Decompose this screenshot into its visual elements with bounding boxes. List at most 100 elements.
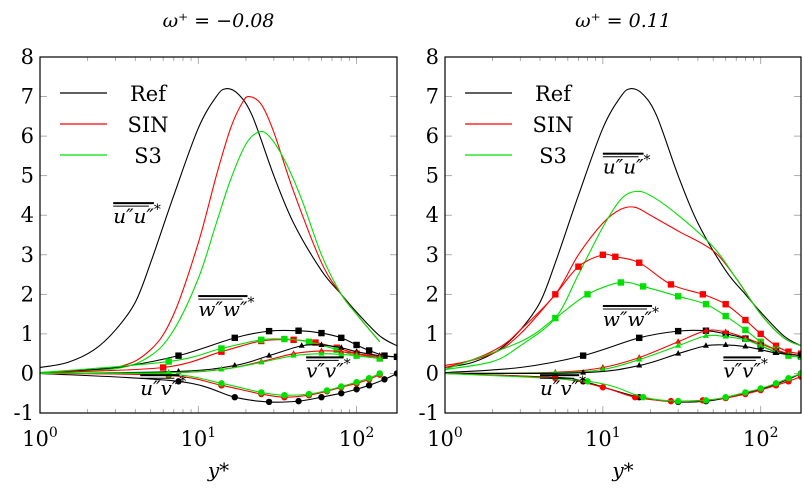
y-tick-label: 4 [426, 203, 439, 227]
series-sin-v-v--marker [338, 348, 345, 354]
series-s3-w-w--marker [584, 291, 591, 298]
annotation-text: v″v″ [723, 358, 761, 382]
series-ref-w-w--marker [338, 334, 345, 342]
series-sin-v-v--marker [318, 347, 325, 353]
curve-annotation: v″v″* [723, 356, 768, 382]
series-s3-v-v--marker [702, 332, 709, 338]
annotation-text: v″v″ [306, 358, 344, 382]
series-ref-v-v--marker [702, 342, 709, 348]
annotation-sup: * [579, 374, 586, 390]
x-tick-base: 10 [585, 427, 612, 451]
x-tick-base: 10 [743, 427, 770, 451]
series-sin-u-v--marker [599, 384, 607, 391]
plot-frame [39, 56, 398, 414]
series-s3-w-w--marker [552, 314, 559, 322]
x-tick-base: 10 [339, 427, 366, 451]
series-s3-v-v--marker [218, 365, 225, 372]
series-ref-v-v--line [40, 344, 397, 374]
annotation-text: u″v″ [540, 376, 580, 400]
series-s3-v-v--marker [338, 350, 345, 357]
legend-label: SIN [127, 113, 168, 137]
series-s3-w-w--marker [617, 279, 625, 286]
x-tick-label: 100 [22, 425, 58, 451]
x-tick-exponent: 1 [612, 425, 621, 441]
x-axis-label: y* [207, 458, 229, 482]
series-ref-u-v--marker [231, 393, 238, 401]
series-sin-u-u--line [40, 95, 381, 374]
y-tick-label: 2 [21, 282, 34, 306]
series-s3-u-v--marker [353, 378, 360, 386]
series-s3-w-w--marker [639, 283, 647, 290]
series-s3-w-w--marker [165, 358, 172, 365]
series-ref-w-w--marker [265, 327, 273, 335]
series-sin-w-w--marker [699, 291, 707, 298]
x-tick-base: 10 [22, 427, 49, 451]
chart-title: ω⁺ = −0.08 [163, 10, 275, 32]
series-s3-u-v--marker [323, 387, 331, 394]
annotation-sup: * [154, 202, 161, 218]
series-s3-u-u--line [445, 190, 801, 371]
annotation-sup: * [247, 295, 254, 311]
series-ref-v-v--marker [742, 343, 749, 349]
series-ref-v-v--marker [266, 352, 273, 358]
series-s3-v-v--marker [757, 342, 764, 348]
plot-area [445, 88, 801, 406]
y-tick-label: 5 [21, 164, 34, 188]
x-tick-label: 101 [180, 425, 216, 451]
y-tick-label: 3 [426, 243, 439, 267]
series-s3-u-v--marker [785, 374, 792, 382]
series-ref-w-w--marker [674, 327, 682, 335]
y-tick-label: 1 [426, 322, 439, 346]
annotation-text: u″u″ [113, 204, 154, 228]
series-ref-v-v--marker [773, 349, 780, 355]
series-s3-u-v--marker [365, 374, 373, 382]
series-ref-v-v--marker [318, 341, 325, 347]
series-sin-w-w--line [445, 253, 801, 369]
series-s3-u-v--marker [742, 389, 749, 396]
series-s3-w-w--marker [742, 326, 749, 334]
y-tick-label: 2 [426, 282, 439, 306]
series-s3-u-v--marker [376, 370, 383, 377]
series-s3-w-w--marker [258, 336, 265, 344]
series-ref-u-v--marker [175, 378, 182, 385]
series-ref-w-w--marker [579, 352, 587, 359]
series-s3-u-v--marker [584, 378, 591, 385]
series-s3-u-v--marker [797, 370, 801, 377]
series-s3-u-v--marker [338, 383, 345, 390]
series-ref-v-v--marker [298, 342, 305, 348]
series-s3-u-v--marker [674, 397, 682, 405]
curve-annotation: w″w″* [603, 305, 659, 331]
series-sin-w-w--marker [612, 253, 619, 260]
series-sin-v-v--marker [675, 338, 682, 344]
series-ref-v-v--marker [338, 344, 345, 350]
series-sin-w-w--marker [552, 291, 559, 298]
series-ref-u-v--marker [365, 382, 373, 389]
series-sin-w-w--marker [575, 263, 582, 270]
x-tick-exponent: 1 [207, 425, 216, 441]
series-sin-w-w--marker [599, 251, 607, 258]
series-s3-v-v--marker [290, 352, 297, 358]
series-sin-w-w--marker [312, 339, 319, 346]
y-tick-label: 6 [21, 124, 34, 148]
x-tick-exponent: 2 [365, 425, 374, 441]
series-ref-u-v--marker [338, 390, 345, 397]
series-ref-u-v--marker [318, 393, 325, 401]
y-tick-label: 7 [426, 85, 439, 109]
series-s3-u-v--marker [281, 392, 288, 399]
series-ref-v-v--marker [394, 353, 397, 359]
series-ref-u-u--line [40, 88, 397, 369]
annotation-sup: * [761, 356, 768, 372]
series-s3-v-v--marker [318, 350, 325, 356]
curve-annotation: v″v″* [306, 356, 351, 382]
series-ref-u-v--marker [393, 370, 397, 377]
series-sin-w-w--marker [722, 301, 729, 308]
annotation-sup: * [644, 153, 651, 169]
series-s3-v-v--marker [675, 342, 682, 348]
x-tick-exponent: 0 [49, 425, 58, 441]
plot-frame [444, 56, 802, 414]
series-sin-w-w--marker [159, 364, 167, 371]
curve-annotation: u″v″* [540, 374, 586, 400]
annotation-text: u″v″ [140, 376, 180, 400]
